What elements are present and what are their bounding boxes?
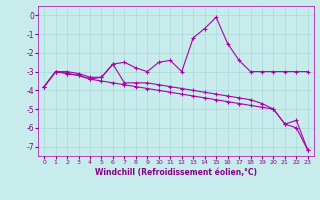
X-axis label: Windchill (Refroidissement éolien,°C): Windchill (Refroidissement éolien,°C) — [95, 168, 257, 177]
